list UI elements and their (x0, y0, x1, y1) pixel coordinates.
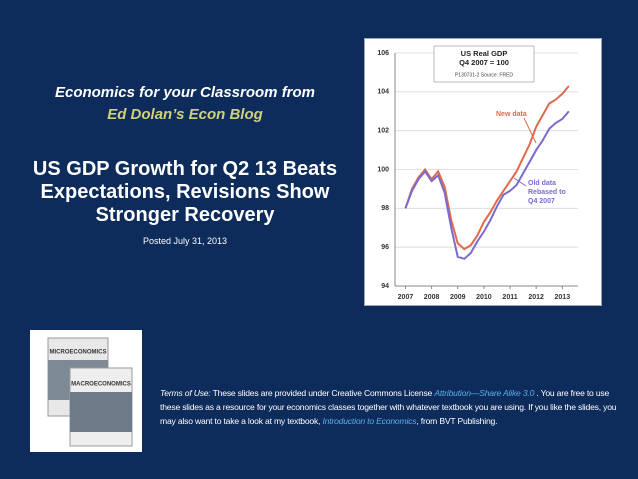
x-tick-label: 2008 (424, 294, 440, 301)
x-tick-label: 2011 (502, 294, 517, 301)
y-tick-label: 98 (381, 205, 389, 212)
header-line: Economics for your Classroom from (54, 84, 316, 101)
book-title: MACROECONOMICS (71, 382, 131, 388)
terms-label: Terms of Use: (160, 388, 211, 398)
title-box (433, 45, 535, 83)
series-label: New data (496, 111, 527, 118)
y-tick-label: 102 (377, 128, 389, 135)
blog-name: Ed Dolan’s Econ Blog (107, 106, 263, 123)
label-arrow (523, 117, 537, 144)
chart-title: US Real GDP Q4 2007 = 100 (459, 49, 509, 67)
slide-title: US GDP Growth for Q2 13 Beats Expectatio… (32, 158, 338, 226)
chart-frame (364, 38, 602, 306)
y-tick-label: 94 (381, 283, 389, 290)
series-line (404, 110, 570, 260)
y-tick-label: 96 (381, 244, 389, 251)
terms-text: , from BVT Publishing. (416, 416, 498, 426)
book-covers: MICROECONOMICS MACROECONOMICS (30, 330, 142, 452)
terms-text: . You are free to use these slides as a … (160, 388, 617, 426)
y-tick-label: 104 (377, 89, 389, 96)
x-tick-label: 2009 (450, 294, 466, 301)
book-photo (70, 392, 132, 432)
license-link[interactable]: Attribution—Share Alike 3.0 (434, 388, 535, 398)
label-arrow (513, 177, 527, 187)
x-tick-label: 2012 (528, 294, 544, 301)
series-label: Old data Rebased to Q4 2007 (528, 180, 566, 205)
series-line (404, 85, 570, 251)
textbook-link[interactable]: Introduction to Economics (322, 416, 417, 426)
posted-date: Posted July 31, 2013 (142, 236, 228, 246)
terms-of-use: Terms of Use: These slides are provided … (160, 386, 620, 428)
chart: 94 96 98 100 102 104 106 2007 2008 2009 2010 2011 20… (364, 38, 602, 306)
terms-text: These slides are provided under Creative… (210, 388, 435, 398)
x-tick-label: 2007 (398, 294, 414, 301)
x-tick-label: 2010 (476, 294, 492, 301)
x-tick-label: 2013 (555, 294, 571, 301)
y-tick-label: 106 (377, 50, 389, 57)
book-title: MICROECONOMICS (50, 350, 107, 356)
y-tick-label: 100 (377, 166, 389, 173)
chart-subtitle: P130731-2 Source: FRED (455, 72, 513, 78)
